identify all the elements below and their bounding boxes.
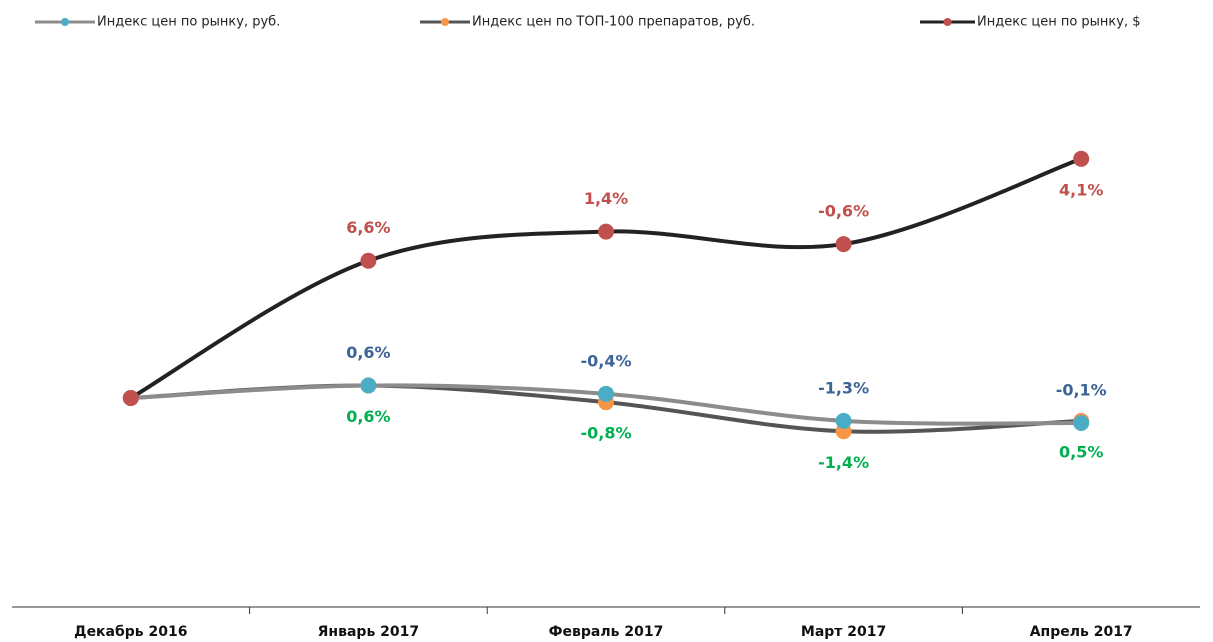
- point: [360, 252, 377, 269]
- legend-marker: [943, 18, 952, 26]
- x-tick-label: Апрель 2017: [1030, 624, 1133, 640]
- data-label: -0,8%: [580, 424, 631, 443]
- x-tick-label: Март 2017: [801, 624, 886, 640]
- point: [598, 385, 614, 402]
- legend-label: Индекс цен по рынку, $: [977, 15, 1141, 30]
- x-tick-label: Февраль 2017: [549, 624, 664, 640]
- point: [122, 390, 139, 406]
- data-label: 1,4%: [584, 189, 628, 208]
- legend-label: Индекс цен по ТОП-100 препаратов, руб.: [472, 15, 755, 30]
- data-label: -0,6%: [818, 202, 869, 221]
- data-label: 0,6%: [346, 407, 390, 426]
- legend-label: Индекс цен по рынку, руб.: [97, 15, 280, 30]
- legend-marker: [441, 18, 449, 26]
- data-label: -1,3%: [818, 378, 869, 397]
- point: [598, 223, 614, 240]
- point: [1073, 150, 1090, 167]
- data-label: 4,1%: [1059, 180, 1103, 199]
- legend-marker: [61, 18, 69, 26]
- point: [835, 236, 852, 253]
- data-label: -0,1%: [1056, 380, 1107, 399]
- x-tick-label: Декабрь 2016: [74, 624, 187, 640]
- data-label: 0,5%: [1059, 442, 1103, 461]
- data-label: 0,6%: [346, 343, 390, 362]
- point: [1073, 414, 1090, 431]
- x-tick-label: Январь 2017: [318, 624, 419, 640]
- point: [360, 377, 377, 394]
- data-label: -1,4%: [818, 453, 869, 472]
- point: [835, 412, 852, 429]
- data-label: -0,4%: [580, 351, 631, 370]
- data-label: 6,6%: [346, 218, 390, 237]
